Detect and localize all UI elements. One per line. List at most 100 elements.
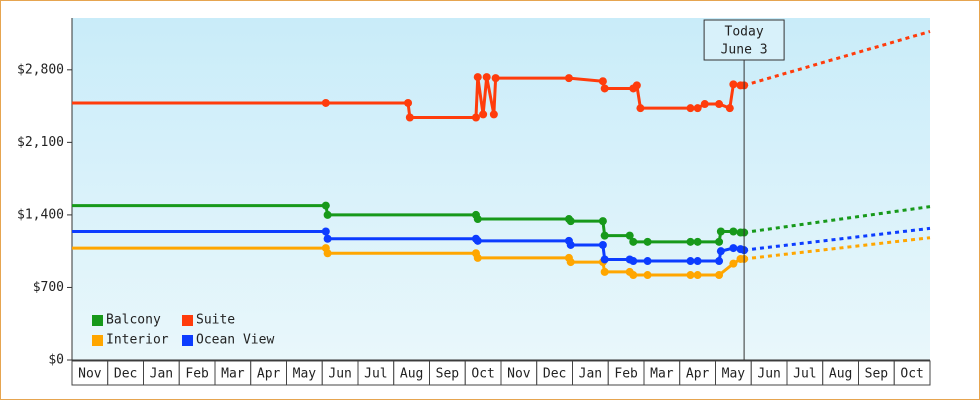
legend-swatch [92,315,103,326]
x-tick-label: Jan [579,367,602,382]
price-point [632,81,641,90]
x-tick-label: Sep [436,367,460,382]
price-point [323,210,332,219]
price-point [643,237,652,246]
price-point [625,231,634,240]
price-point [715,100,724,109]
price-point [473,215,482,224]
price-point [693,104,702,113]
price-point [491,74,500,83]
x-tick-label: Mar [650,367,674,382]
legend-swatch [92,335,103,346]
price-point [729,80,738,89]
month-cell [357,360,395,386]
x-tick-label: May [293,367,317,382]
price-point [323,249,332,258]
month-cell [750,360,788,386]
price-point [636,104,645,113]
price-point [715,271,724,280]
price-point [693,271,702,280]
forecast-line [743,226,931,252]
price-point [600,84,609,93]
y-tick-label: $2,100 [17,135,64,150]
price-point [693,237,702,246]
price-point [643,257,652,266]
price-point [729,227,738,236]
price-point [473,236,482,245]
x-tick-label: Apr [257,367,281,382]
month-cell [143,360,180,386]
price-point [473,73,482,82]
price-point [404,98,413,107]
x-tick-label: Jul [793,367,816,382]
price-point [686,271,695,280]
month-cell [321,360,359,386]
x-tick-label: Aug [829,367,852,382]
y-tick-label: $700 [33,280,64,295]
x-tick-label: Apr [686,367,710,382]
price-point [323,234,332,243]
x-tick-label: Jun [328,367,351,382]
price-point [600,231,609,240]
price-point [643,271,652,280]
month-cell [893,360,931,386]
x-tick-label: Jan [150,367,173,382]
price-point [686,237,695,246]
forecast-line [743,236,931,261]
month-cell [214,360,252,386]
price-point [321,201,330,210]
price-point [686,104,695,113]
x-tick-label: Nov [78,367,102,382]
month-cell [500,360,538,386]
x-tick-label: Dec [543,367,566,382]
month-cell [107,360,144,386]
price-point [405,113,414,122]
legend-label: Suite [196,313,235,328]
price-point [729,259,738,268]
x-tick-label: Jul [364,367,387,382]
price-point [729,244,738,253]
x-tick-label: May [722,367,746,382]
month-cell [607,360,645,386]
price-point [600,255,609,264]
x-tick-label: Feb [614,367,638,382]
x-tick-label: Mar [221,367,245,382]
price-point [321,227,330,236]
month-cell [679,360,716,386]
plot-area [72,18,930,360]
month-cell [858,360,895,386]
month-cell [643,360,681,386]
today-box [703,19,785,61]
price-point [715,237,724,246]
x-tick-label: Feb [185,367,209,382]
month-cell [286,360,323,386]
today-date: June 3 [721,43,768,58]
price-point [700,100,709,109]
y-tick-label: $1,400 [17,207,64,222]
price-point [473,253,482,262]
price-point [471,113,480,122]
price-point [629,237,638,246]
x-tick-label: Aug [400,367,423,382]
price-point [321,98,330,107]
price-point [716,247,725,256]
price-point [686,257,695,266]
price-point [482,73,491,82]
month-cell [715,360,752,386]
month-cell [178,360,216,386]
forecast-line [743,30,931,87]
price-point [598,77,607,86]
x-tick-label: Dec [114,367,137,382]
price-point [600,267,609,276]
price-point [716,227,725,236]
x-tick-label: Oct [900,367,923,382]
price-point [479,110,488,119]
legend-label: Balcony [106,313,161,328]
month-cell [71,360,109,386]
y-tick-label: $2,800 [17,62,64,77]
price-point [598,240,607,249]
legend-swatch [182,335,193,346]
legend-label: Ocean View [196,333,274,348]
price-point [715,257,724,266]
legend-swatch [182,315,193,326]
